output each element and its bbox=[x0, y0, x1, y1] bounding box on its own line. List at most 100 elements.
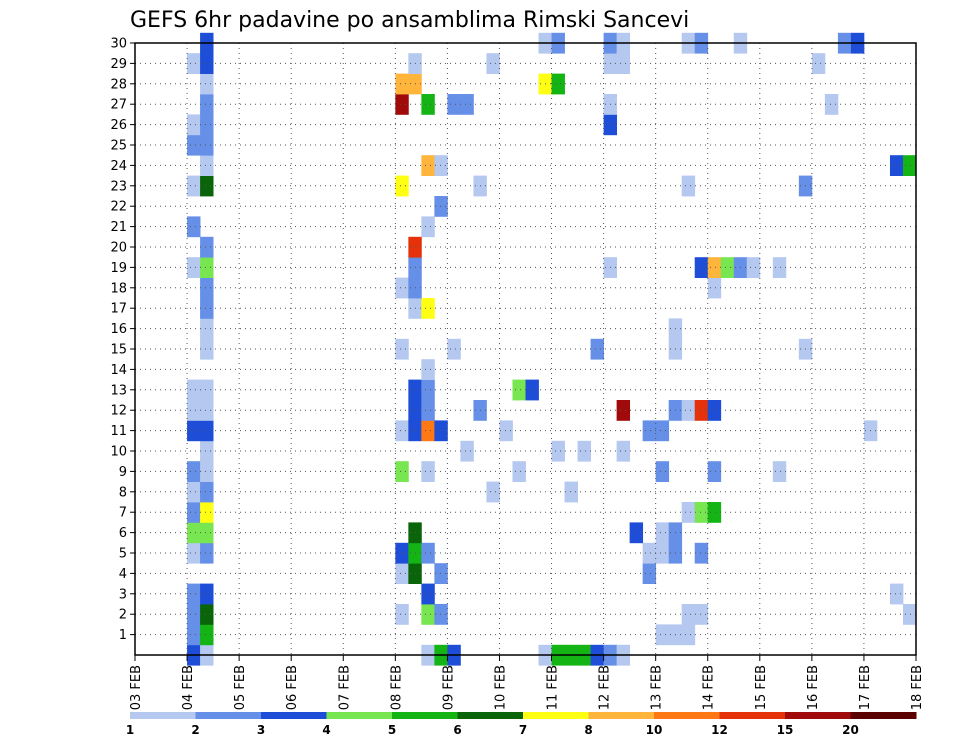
heatmap-cell bbox=[187, 624, 201, 646]
heatmap-cell bbox=[707, 277, 722, 299]
y-tick-label: 29 bbox=[110, 57, 127, 72]
heatmap-cell bbox=[447, 338, 461, 360]
heatmap-cell bbox=[642, 542, 657, 564]
heatmap-cell bbox=[421, 604, 435, 625]
y-tick-label: 19 bbox=[110, 261, 127, 276]
heatmap-cell bbox=[395, 563, 409, 584]
heatmap-cell bbox=[902, 155, 917, 176]
y-tick-label: 6 bbox=[119, 526, 127, 541]
x-tick-label: 08 FEB bbox=[389, 665, 404, 710]
heatmap-cell bbox=[187, 400, 201, 421]
heatmap-cell bbox=[395, 542, 409, 564]
heatmap-cell bbox=[187, 379, 201, 401]
heatmap-cell bbox=[772, 257, 787, 278]
heatmap-cell bbox=[629, 522, 644, 544]
legend-swatch bbox=[588, 712, 655, 719]
heatmap-cell bbox=[577, 440, 591, 462]
heatmap-cell bbox=[512, 461, 526, 482]
legend-label: 10 bbox=[646, 723, 663, 737]
x-tick-label: 06 FEB bbox=[285, 665, 300, 710]
heatmap-cell bbox=[187, 175, 201, 197]
heatmap-cell bbox=[889, 583, 904, 605]
grid-lines bbox=[135, 42, 916, 655]
x-tick-label: 11 FEB bbox=[546, 665, 561, 710]
heatmap-cell bbox=[460, 440, 474, 462]
x-tick-label: 17 FEB bbox=[858, 665, 873, 710]
legend-label: 2 bbox=[191, 723, 199, 737]
x-tick-label: 10 FEB bbox=[493, 665, 508, 710]
heatmap-cell bbox=[200, 542, 214, 564]
heatmap-cell bbox=[655, 522, 670, 544]
x-tick-label: 07 FEB bbox=[337, 665, 352, 710]
heatmap-cell bbox=[187, 53, 201, 74]
heatmap-cell bbox=[616, 440, 631, 462]
heatmap-cell bbox=[655, 420, 670, 442]
legend-swatch bbox=[719, 712, 786, 719]
heatmap-cell bbox=[590, 338, 604, 360]
y-tick-label: 25 bbox=[110, 139, 127, 154]
heatmap-cell bbox=[187, 257, 201, 278]
x-tick-label: 09 FEB bbox=[441, 665, 456, 710]
y-tick-label: 22 bbox=[110, 200, 127, 215]
heatmap-cell bbox=[187, 604, 201, 625]
legend-label: 7 bbox=[519, 723, 527, 737]
heatmap-cell bbox=[200, 481, 214, 503]
heatmap-cell bbox=[681, 604, 696, 625]
heatmap-cell bbox=[200, 94, 214, 115]
heatmap-cell bbox=[681, 624, 696, 646]
heatmap-cell bbox=[551, 440, 565, 462]
heatmap-cell bbox=[395, 277, 409, 299]
x-tick-label: 16 FEB bbox=[806, 665, 821, 710]
heatmap-cell bbox=[421, 155, 435, 176]
heatmap-cell bbox=[200, 53, 214, 74]
legend-label: 4 bbox=[322, 723, 330, 737]
heatmap-cell bbox=[200, 522, 214, 544]
heatmap-cell bbox=[421, 461, 435, 482]
y-tick-label: 3 bbox=[119, 587, 127, 602]
heatmap-cell bbox=[642, 563, 657, 584]
y-tick-label: 15 bbox=[110, 343, 127, 358]
legend-swatch bbox=[457, 712, 524, 719]
heatmap-cell bbox=[395, 420, 409, 442]
heatmap-cell bbox=[551, 73, 565, 95]
legend-label: 5 bbox=[388, 723, 396, 737]
y-tick-label: 14 bbox=[110, 363, 127, 378]
heatmap-cell bbox=[707, 502, 722, 523]
heatmap-cell bbox=[421, 420, 435, 442]
y-tick-label: 20 bbox=[110, 241, 127, 256]
x-axis: 03 FEB 04 FEB 05 FEB 06 FEB 07 FEB 08 FEB 09 F… bbox=[129, 655, 925, 710]
heatmap-cell bbox=[707, 400, 722, 421]
heatmap-cell bbox=[395, 175, 409, 197]
heatmap-cell bbox=[681, 175, 696, 197]
heatmap-cell bbox=[187, 583, 201, 605]
heatmap-cell bbox=[694, 400, 709, 421]
heatmap-cell bbox=[395, 73, 409, 95]
heatmap-cell bbox=[187, 461, 201, 482]
heatmap-cell bbox=[746, 257, 761, 278]
y-tick-label: 11 bbox=[110, 424, 127, 439]
legend-swatch bbox=[326, 712, 393, 719]
heatmap-cell bbox=[707, 461, 722, 482]
heatmap-cell bbox=[395, 461, 409, 482]
heatmap-cell bbox=[655, 542, 670, 564]
heatmap-cell bbox=[200, 114, 214, 136]
heatmap-cells bbox=[187, 32, 917, 666]
y-tick-label: 1 bbox=[119, 628, 127, 643]
heatmap-cell bbox=[200, 440, 214, 462]
x-tick-label: 12 FEB bbox=[598, 665, 613, 710]
heatmap-cell bbox=[434, 196, 448, 217]
heatmap-cell bbox=[421, 298, 435, 319]
legend-swatch bbox=[850, 712, 917, 719]
y-tick-label: 2 bbox=[119, 608, 127, 623]
legend-swatch bbox=[523, 712, 589, 719]
heatmap-cell bbox=[200, 379, 214, 401]
x-tick-label: 04 FEB bbox=[181, 665, 196, 710]
heatmap-cell bbox=[200, 175, 214, 197]
heatmap-cell bbox=[200, 624, 214, 646]
legend-swatch bbox=[195, 712, 262, 719]
heatmap-cell bbox=[486, 481, 500, 503]
x-tick-label: 05 FEB bbox=[233, 665, 248, 710]
legend-label: 8 bbox=[584, 723, 592, 737]
heatmap-cell bbox=[655, 624, 670, 646]
heatmap-cell bbox=[200, 298, 214, 319]
